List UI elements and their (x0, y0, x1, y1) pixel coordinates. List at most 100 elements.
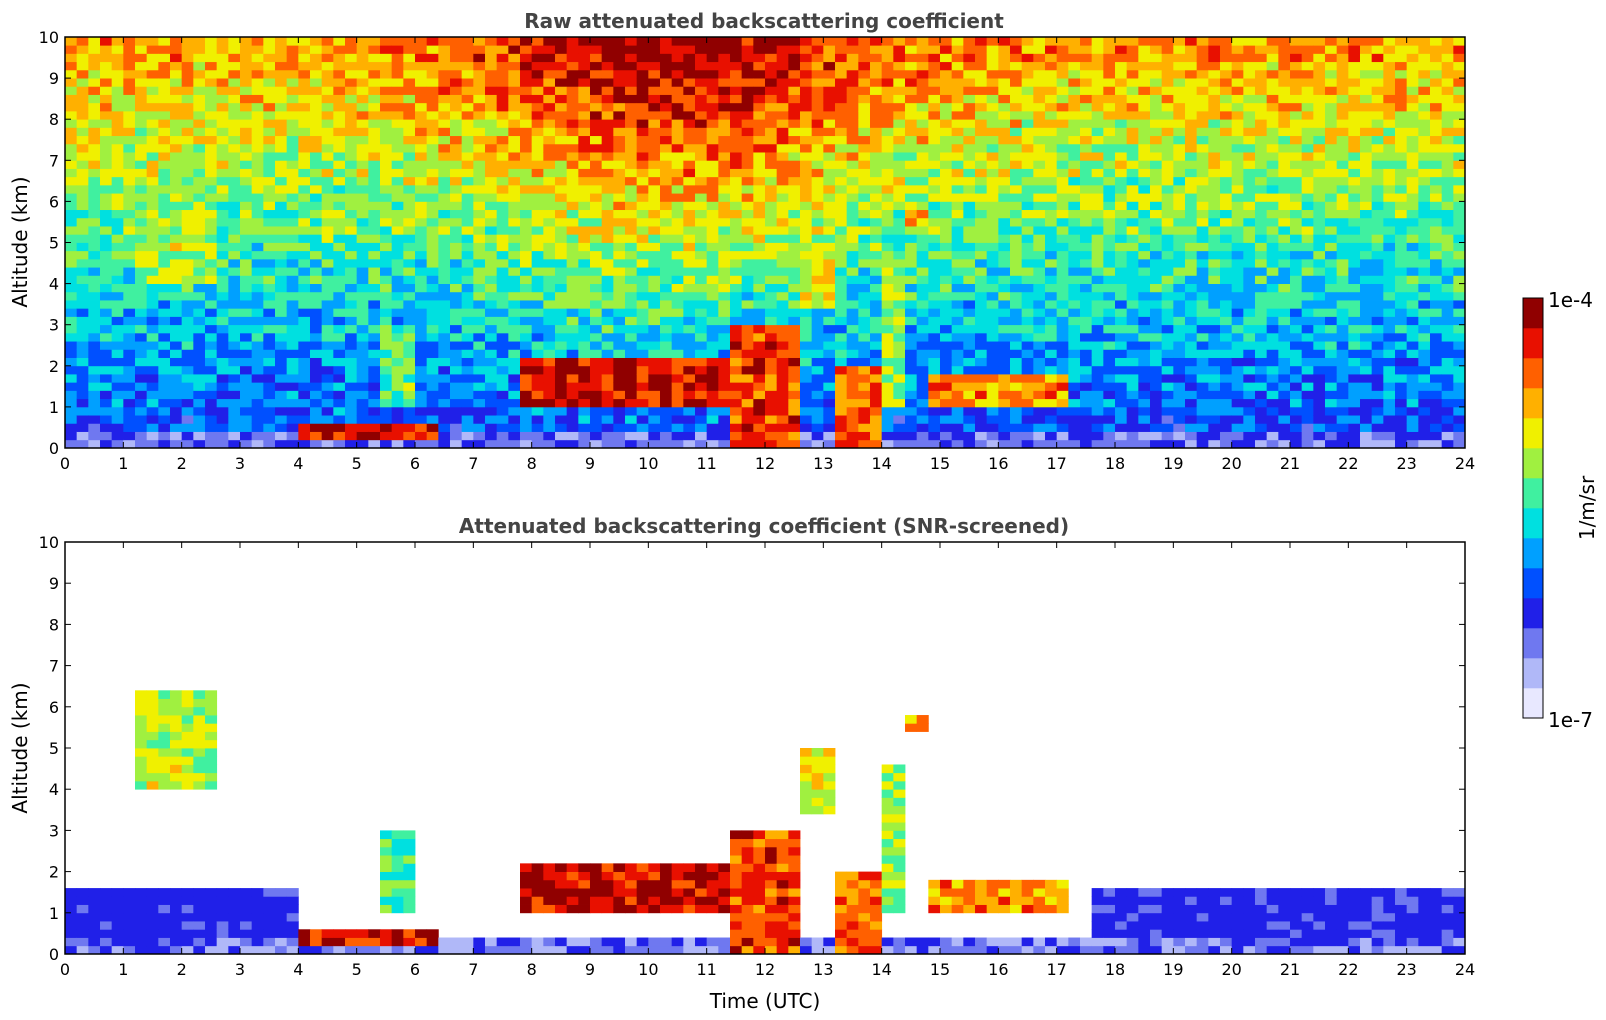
heat-cell (205, 258, 218, 268)
heat-cell (1068, 143, 1081, 153)
heat-cell (310, 365, 323, 375)
heat-cell (415, 110, 428, 120)
heat-cell (181, 258, 194, 268)
heat-cell (660, 390, 673, 400)
heat-cell (496, 143, 509, 153)
heat-cell (1010, 374, 1023, 383)
heat-cell (438, 160, 451, 169)
heat-cell (555, 193, 568, 202)
heat-cell (625, 382, 638, 391)
heat-cell (1068, 341, 1081, 350)
heat-cell (170, 209, 183, 219)
heat-cell (975, 69, 988, 79)
heat-cell (718, 209, 731, 219)
heat-cell (1161, 168, 1174, 178)
heat-cell (438, 176, 451, 186)
heat-cell (741, 374, 754, 383)
heat-cell (625, 423, 638, 432)
heat-cell (415, 308, 428, 317)
heat-cell (1033, 193, 1046, 202)
heat-cell (251, 250, 264, 260)
heat-cell (146, 152, 159, 161)
heat-cell (100, 300, 113, 309)
heat-cell (846, 349, 859, 358)
heat-cell (671, 431, 684, 441)
heat-cell (601, 37, 614, 46)
heat-cell (706, 291, 719, 301)
heat-cell (1021, 431, 1034, 441)
heat-cell (846, 168, 859, 178)
heat-cell (450, 168, 463, 178)
heat-cell (870, 45, 883, 54)
heat-cell (438, 365, 451, 375)
heat-cell (450, 69, 463, 79)
heat-cell (380, 357, 393, 367)
heat-cell (1033, 78, 1046, 87)
heat-cell (1080, 102, 1093, 112)
heat-cell (438, 332, 451, 342)
heat-cell (613, 406, 626, 416)
heat-cell (1115, 324, 1128, 334)
heat-cell (823, 234, 836, 243)
heat-cell (438, 398, 451, 408)
heat-cell (1185, 341, 1198, 350)
heat-cell (263, 102, 276, 112)
heat-cell (905, 275, 918, 284)
heat-cell (1091, 94, 1104, 104)
heat-cell (928, 184, 941, 194)
heat-cell (555, 176, 568, 186)
heat-cell (310, 390, 323, 400)
heat-cell (193, 332, 206, 342)
heat-cell (636, 209, 649, 219)
heat-cell (170, 135, 183, 145)
heat-cell (998, 193, 1011, 202)
heat-cell (858, 258, 871, 268)
heat-cell (1091, 258, 1104, 268)
heat-cell (1161, 94, 1174, 104)
heat-cell (951, 209, 964, 219)
heat-cell (485, 201, 498, 211)
heat-cell (170, 201, 183, 211)
heat-cell (765, 226, 778, 235)
heat-cell (415, 242, 428, 252)
heat-cell (566, 102, 579, 112)
heat-cell (496, 110, 509, 120)
heat-cell (1196, 102, 1209, 112)
heat-cell (671, 234, 684, 243)
heat-cell (380, 423, 393, 432)
heat-cell (158, 316, 171, 326)
heat-cell (321, 110, 334, 120)
heat-cell (1220, 439, 1233, 449)
heat-cell (170, 176, 183, 186)
heat-cell (800, 267, 813, 276)
heat-cell (193, 398, 206, 408)
heat-cell (170, 439, 183, 449)
heat-cell (473, 300, 486, 309)
heat-cell (251, 258, 264, 268)
heat-cell (380, 300, 393, 309)
heat-cell (100, 439, 113, 449)
heat-cell (333, 176, 346, 186)
heat-cell (450, 94, 463, 104)
heat-cell (706, 143, 719, 153)
heat-cell (1208, 226, 1221, 235)
heat-cell (741, 217, 754, 227)
heat-cell (1185, 316, 1198, 326)
heat-cell (251, 160, 264, 169)
heat-cell (846, 242, 859, 252)
heat-cell (403, 201, 416, 211)
heat-cell (870, 275, 883, 284)
heat-cell (170, 110, 183, 120)
heat-cell (858, 291, 871, 301)
heat-cell (870, 431, 883, 441)
heat-cell (251, 176, 264, 186)
heat-cell (601, 86, 614, 95)
heat-cell (450, 415, 463, 424)
heat-cell (683, 406, 696, 416)
heat-cell (216, 439, 229, 449)
heat-cell (76, 382, 89, 391)
heat-cell (788, 267, 801, 276)
heat-cell (158, 152, 171, 161)
heat-cell (461, 69, 474, 79)
heat-cell (531, 439, 544, 449)
